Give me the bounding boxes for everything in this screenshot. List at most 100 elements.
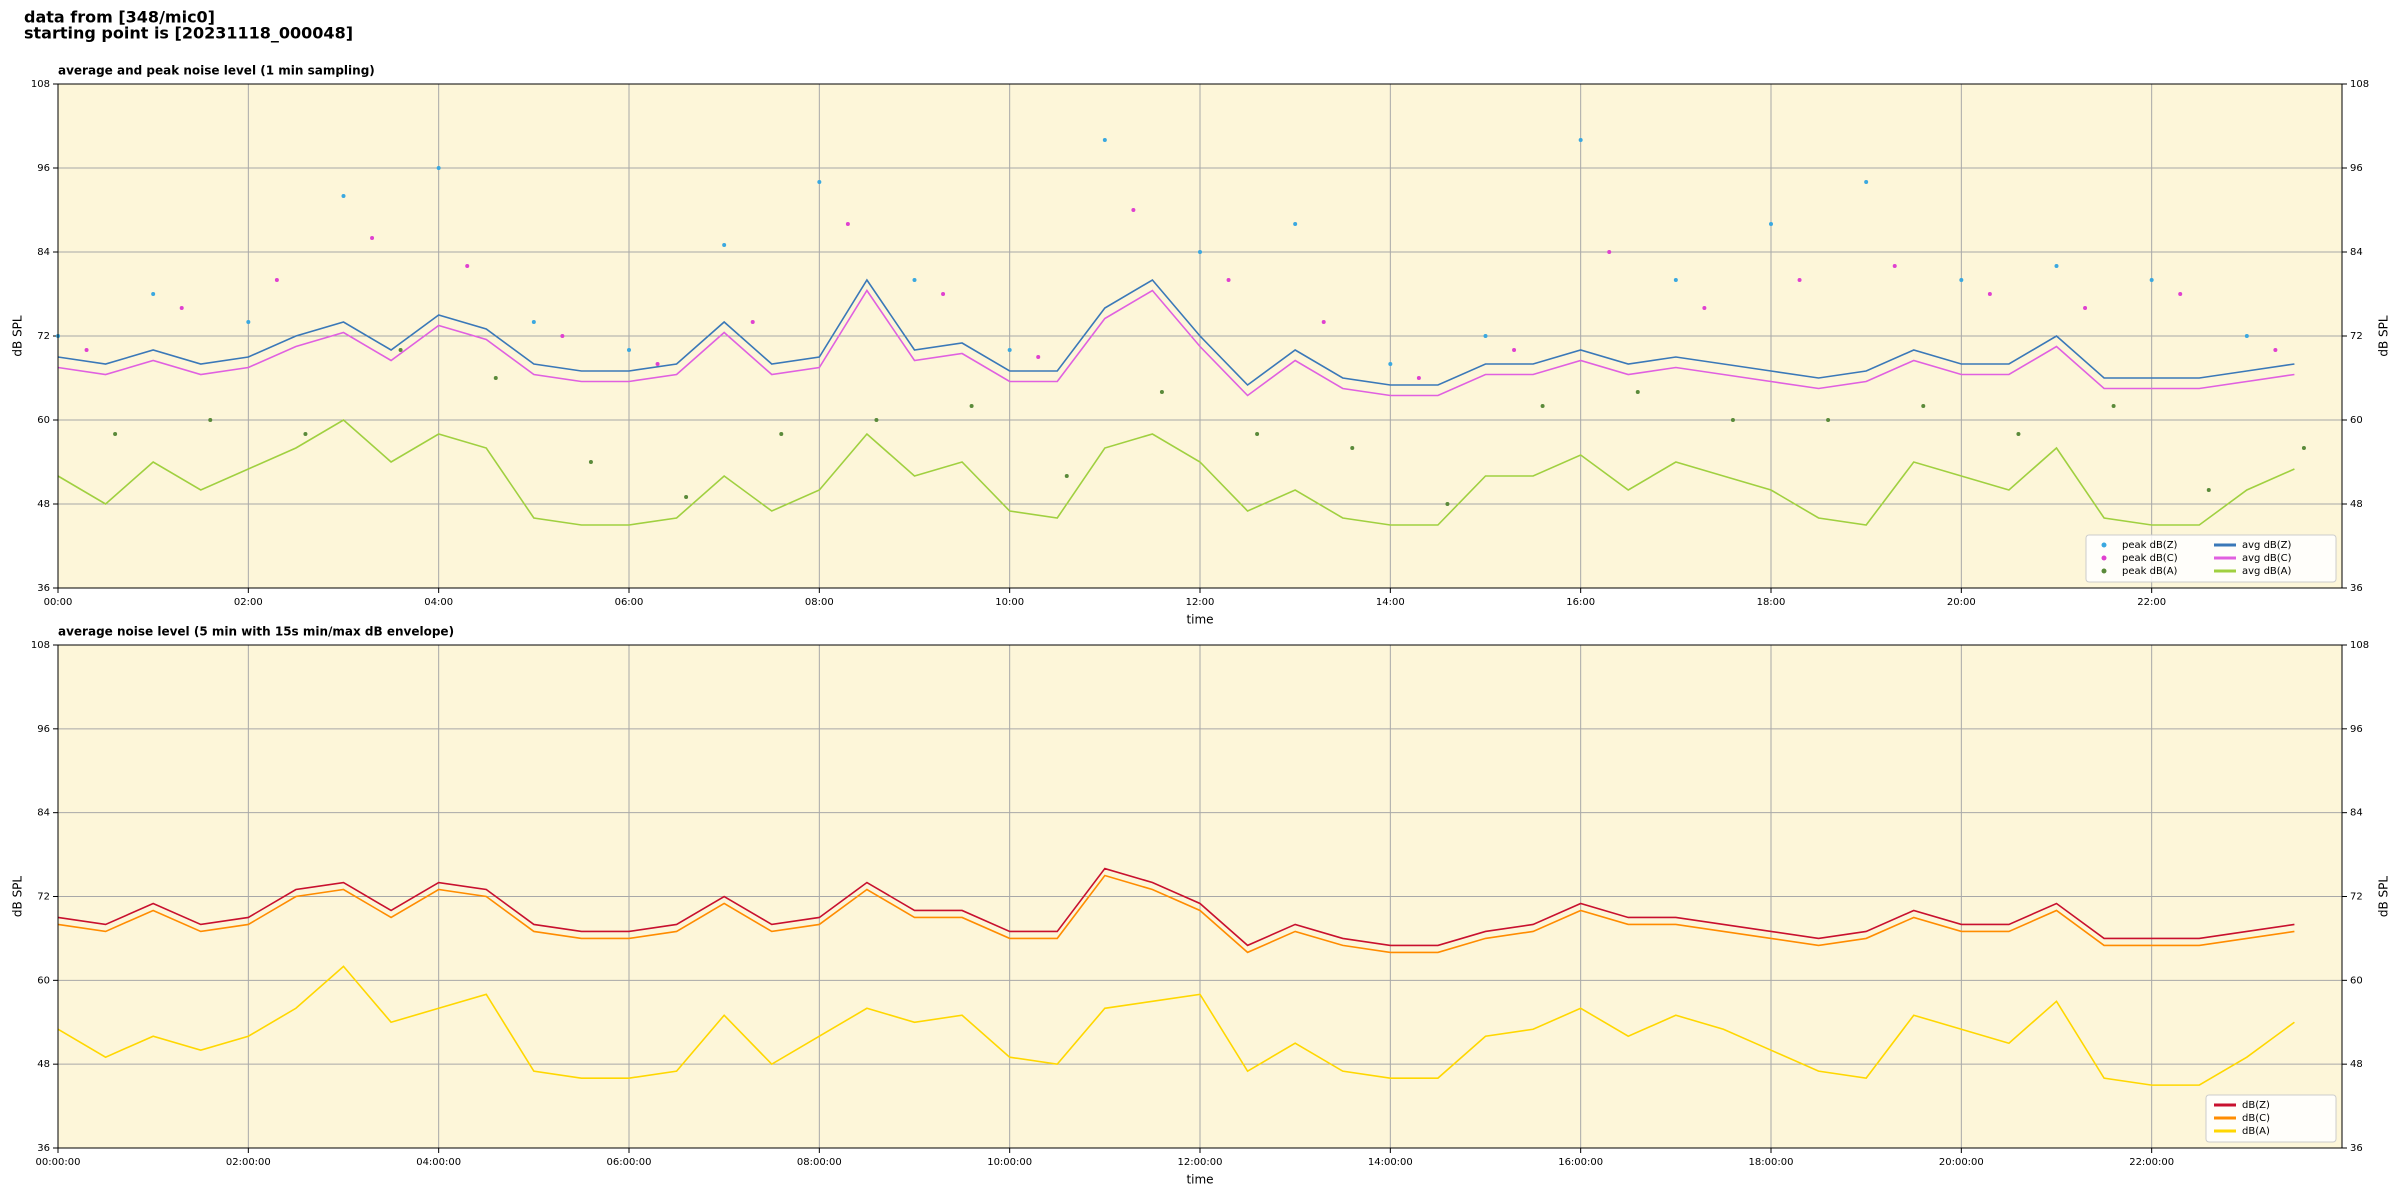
x-axis-label: time (1186, 613, 1213, 627)
scatter-point (2083, 306, 2088, 310)
y-axis-label: dB SPL (11, 876, 25, 918)
y-tick-label: 60 (37, 975, 50, 986)
chart-title: average and peak noise level (1 min samp… (58, 64, 375, 78)
series-line (57, 965, 2295, 1086)
legend-entry: peak dB(Z) (2122, 540, 2178, 551)
scatter-point (969, 404, 974, 408)
x-tick-label: 00:00 (44, 597, 73, 608)
scatter-point (1635, 390, 1640, 394)
scatter-point (341, 194, 346, 198)
scatter-point (113, 432, 118, 436)
y-axis-label: dB SPL (2377, 315, 2391, 357)
scatter-point (912, 278, 917, 282)
legend-entry: peak dB(A) (2122, 566, 2178, 577)
scatter-point (2273, 348, 2278, 352)
scatter-point (1959, 278, 1964, 282)
scatter-point (1826, 418, 1831, 422)
scatter-point (208, 418, 213, 422)
scatter-point (2111, 404, 2116, 408)
legend-entry: avg dB(C) (2242, 553, 2292, 564)
scatter-point (2206, 488, 2211, 492)
y-tick-label: 84 (2350, 247, 2363, 258)
x-tick-label: 06:00 (615, 597, 644, 608)
scatter-point (560, 334, 565, 338)
scatter-point (1921, 404, 1926, 408)
x-tick-label: 08:00 (805, 597, 834, 608)
scatter-point (1673, 278, 1678, 282)
legend-entry: dB(C) (2242, 1113, 2270, 1124)
y-tick-label: 96 (37, 163, 50, 174)
legend-entry: dB(A) (2242, 1126, 2270, 1137)
y-tick-label: 84 (2350, 808, 2363, 819)
x-tick-label: 10:00:00 (987, 1157, 1032, 1168)
scatter-point (1445, 502, 1450, 506)
y-tick-label: 36 (37, 1143, 50, 1154)
legend-entry: peak dB(C) (2122, 553, 2178, 564)
x-tick-label: 22:00:00 (2129, 1157, 2174, 1168)
scatter-point (1293, 222, 1298, 226)
scatter-point (684, 495, 689, 499)
scatter-point (2149, 278, 2154, 282)
scatter-point (436, 166, 441, 170)
scatter-point (2054, 264, 2059, 268)
scatter-point (655, 362, 660, 366)
scatter-point (179, 306, 184, 310)
x-tick-label: 04:00:00 (416, 1157, 461, 1168)
scatter-point (1064, 474, 1069, 478)
scatter-point (303, 432, 308, 436)
x-tick-label: 14:00 (1376, 597, 1405, 608)
series-line (57, 874, 2295, 954)
y-tick-label: 96 (2350, 724, 2363, 735)
y-tick-label: 84 (37, 808, 50, 819)
scatter-point (722, 243, 727, 247)
legend-entry: dB(Z) (2242, 1100, 2270, 1111)
scatter-point (1730, 418, 1735, 422)
x-tick-label: 00:00:00 (36, 1157, 81, 1168)
scatter-point (845, 222, 850, 226)
scatter-point (1987, 292, 1992, 296)
x-tick-label: 12:00 (1186, 597, 1215, 608)
x-tick-label: 10:00 (995, 597, 1024, 608)
y-tick-label: 108 (31, 640, 50, 651)
scatter-point (1007, 348, 1012, 352)
y-tick-label: 72 (2350, 892, 2363, 903)
legend-box (2205, 1094, 2337, 1143)
scatter-point (1607, 250, 1612, 254)
legend-box (2085, 534, 2337, 583)
x-tick-label: 08:00:00 (797, 1157, 842, 1168)
series-line (57, 419, 2295, 526)
scatter-point (531, 320, 536, 324)
y-axis-label: dB SPL (2377, 876, 2391, 918)
x-tick-label: 04:00 (424, 597, 453, 608)
y-tick-label: 72 (37, 331, 50, 342)
chart-title: average noise level (5 min with 15s min/… (58, 625, 454, 639)
y-tick-label: 60 (2350, 415, 2363, 426)
scatter-point (1131, 208, 1136, 212)
scatter-point (817, 180, 822, 184)
scatter-point (779, 432, 784, 436)
scatter-point (1198, 250, 1202, 254)
scatter-point (1769, 222, 1773, 226)
scatter-point (370, 236, 375, 240)
scatter-point (1159, 390, 1164, 394)
scatter-point (1388, 362, 1393, 366)
y-tick-label: 108 (2350, 640, 2369, 651)
x-tick-label: 16:00:00 (1558, 1157, 1603, 1168)
scatter-point (493, 376, 498, 380)
series-line (57, 289, 2295, 397)
header-line: starting point is [20231118_000048] (24, 24, 353, 43)
scatter-point (1416, 376, 1421, 380)
y-axis-label: dB SPL (11, 315, 25, 357)
scatter-point (465, 264, 470, 268)
scatter-point (2244, 334, 2249, 338)
x-tick-label: 06:00:00 (607, 1157, 652, 1168)
scatter-point (2178, 292, 2183, 296)
scatter-point (84, 348, 89, 352)
y-tick-label: 48 (2350, 1059, 2363, 1070)
scatter-point (151, 292, 156, 296)
x-tick-label: 22:00 (2137, 597, 2166, 608)
x-tick-label: 02:00:00 (226, 1157, 271, 1168)
legend-swatch (2101, 555, 2107, 561)
y-tick-label: 36 (2350, 1143, 2363, 1154)
